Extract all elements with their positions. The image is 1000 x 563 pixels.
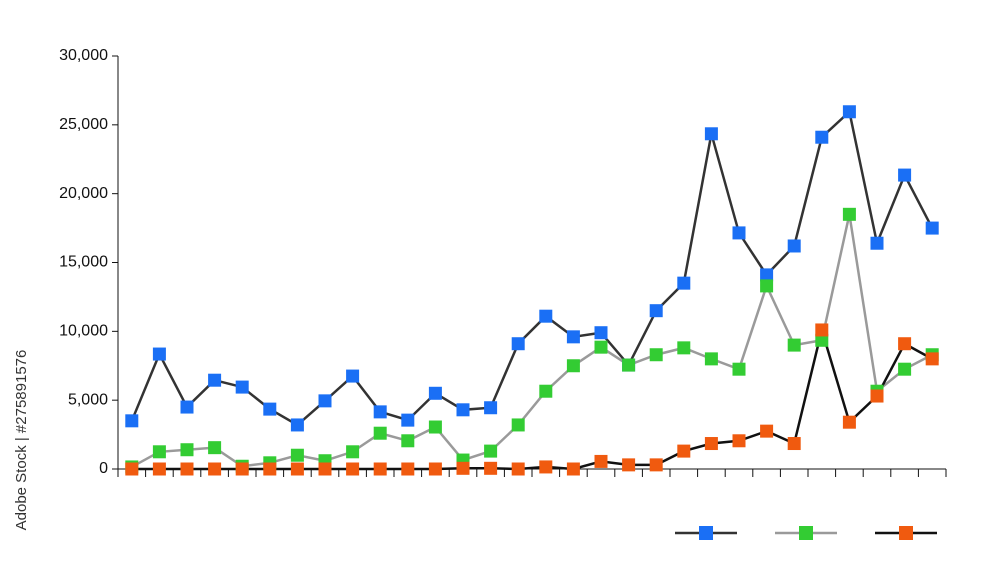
point bbox=[539, 460, 553, 474]
point bbox=[484, 401, 498, 415]
point bbox=[539, 309, 553, 323]
series-line bbox=[131, 214, 933, 469]
point bbox=[622, 458, 636, 472]
point bbox=[484, 461, 498, 475]
point bbox=[787, 437, 801, 451]
point bbox=[180, 443, 194, 457]
point bbox=[594, 326, 608, 340]
point bbox=[732, 226, 746, 240]
point bbox=[815, 333, 829, 347]
point bbox=[870, 236, 884, 250]
point bbox=[898, 337, 912, 351]
point bbox=[456, 461, 470, 475]
point bbox=[152, 445, 166, 459]
point bbox=[566, 359, 580, 373]
point bbox=[842, 207, 856, 221]
point bbox=[263, 462, 277, 476]
point bbox=[649, 304, 663, 318]
point bbox=[456, 403, 470, 417]
point bbox=[373, 462, 387, 476]
point bbox=[346, 462, 360, 476]
point bbox=[263, 402, 277, 416]
legend-marker bbox=[899, 526, 913, 540]
y-tick-label: 0 bbox=[99, 460, 108, 477]
point bbox=[511, 418, 525, 432]
y-tick-label: 5,000 bbox=[68, 391, 108, 408]
point bbox=[842, 415, 856, 429]
point bbox=[704, 127, 718, 141]
legend-marker bbox=[699, 526, 713, 540]
point bbox=[677, 444, 691, 458]
point bbox=[208, 462, 222, 476]
point bbox=[290, 448, 304, 462]
point bbox=[180, 462, 194, 476]
point bbox=[842, 105, 856, 119]
point bbox=[677, 276, 691, 290]
point bbox=[208, 441, 222, 455]
point bbox=[511, 462, 525, 476]
y-tick-label: 20,000 bbox=[59, 185, 108, 202]
point bbox=[125, 462, 139, 476]
point bbox=[566, 330, 580, 344]
point bbox=[732, 362, 746, 376]
point bbox=[152, 347, 166, 361]
point bbox=[208, 373, 222, 387]
point bbox=[898, 168, 912, 182]
point bbox=[290, 418, 304, 432]
y-tick-label: 25,000 bbox=[59, 116, 108, 133]
point bbox=[704, 437, 718, 451]
point bbox=[235, 380, 249, 394]
point bbox=[787, 239, 801, 253]
point bbox=[125, 414, 139, 428]
point bbox=[760, 424, 774, 438]
point bbox=[704, 352, 718, 366]
point bbox=[401, 434, 415, 448]
point bbox=[401, 413, 415, 427]
point bbox=[373, 426, 387, 440]
point bbox=[732, 434, 746, 448]
y-tick-label: 10,000 bbox=[59, 323, 108, 340]
point bbox=[373, 405, 387, 419]
point bbox=[484, 444, 498, 458]
point bbox=[235, 462, 249, 476]
point bbox=[594, 340, 608, 354]
y-tick-label: 30,000 bbox=[59, 47, 108, 64]
point bbox=[925, 352, 939, 366]
point bbox=[180, 400, 194, 414]
point bbox=[290, 462, 304, 476]
point bbox=[760, 268, 774, 282]
point bbox=[152, 462, 166, 476]
point bbox=[511, 337, 525, 351]
point bbox=[318, 394, 332, 408]
point bbox=[346, 445, 360, 459]
point bbox=[594, 454, 608, 468]
point bbox=[760, 279, 774, 293]
point bbox=[787, 338, 801, 352]
series-line bbox=[131, 325, 933, 471]
series-line bbox=[130, 109, 934, 427]
point bbox=[898, 362, 912, 376]
point bbox=[428, 386, 442, 400]
legend-marker bbox=[799, 526, 813, 540]
point bbox=[677, 341, 691, 355]
point bbox=[428, 462, 442, 476]
point bbox=[649, 458, 663, 472]
point bbox=[649, 348, 663, 362]
point bbox=[566, 462, 580, 476]
point bbox=[622, 358, 636, 372]
point bbox=[815, 323, 829, 337]
point bbox=[870, 389, 884, 403]
point bbox=[925, 221, 939, 235]
point bbox=[401, 462, 415, 476]
point bbox=[815, 130, 829, 144]
point bbox=[428, 420, 442, 434]
point bbox=[318, 462, 332, 476]
point bbox=[539, 384, 553, 398]
watermark: Adobe Stock | #275891576 bbox=[13, 350, 30, 531]
y-tick-label: 15,000 bbox=[59, 254, 108, 271]
point bbox=[346, 369, 360, 383]
